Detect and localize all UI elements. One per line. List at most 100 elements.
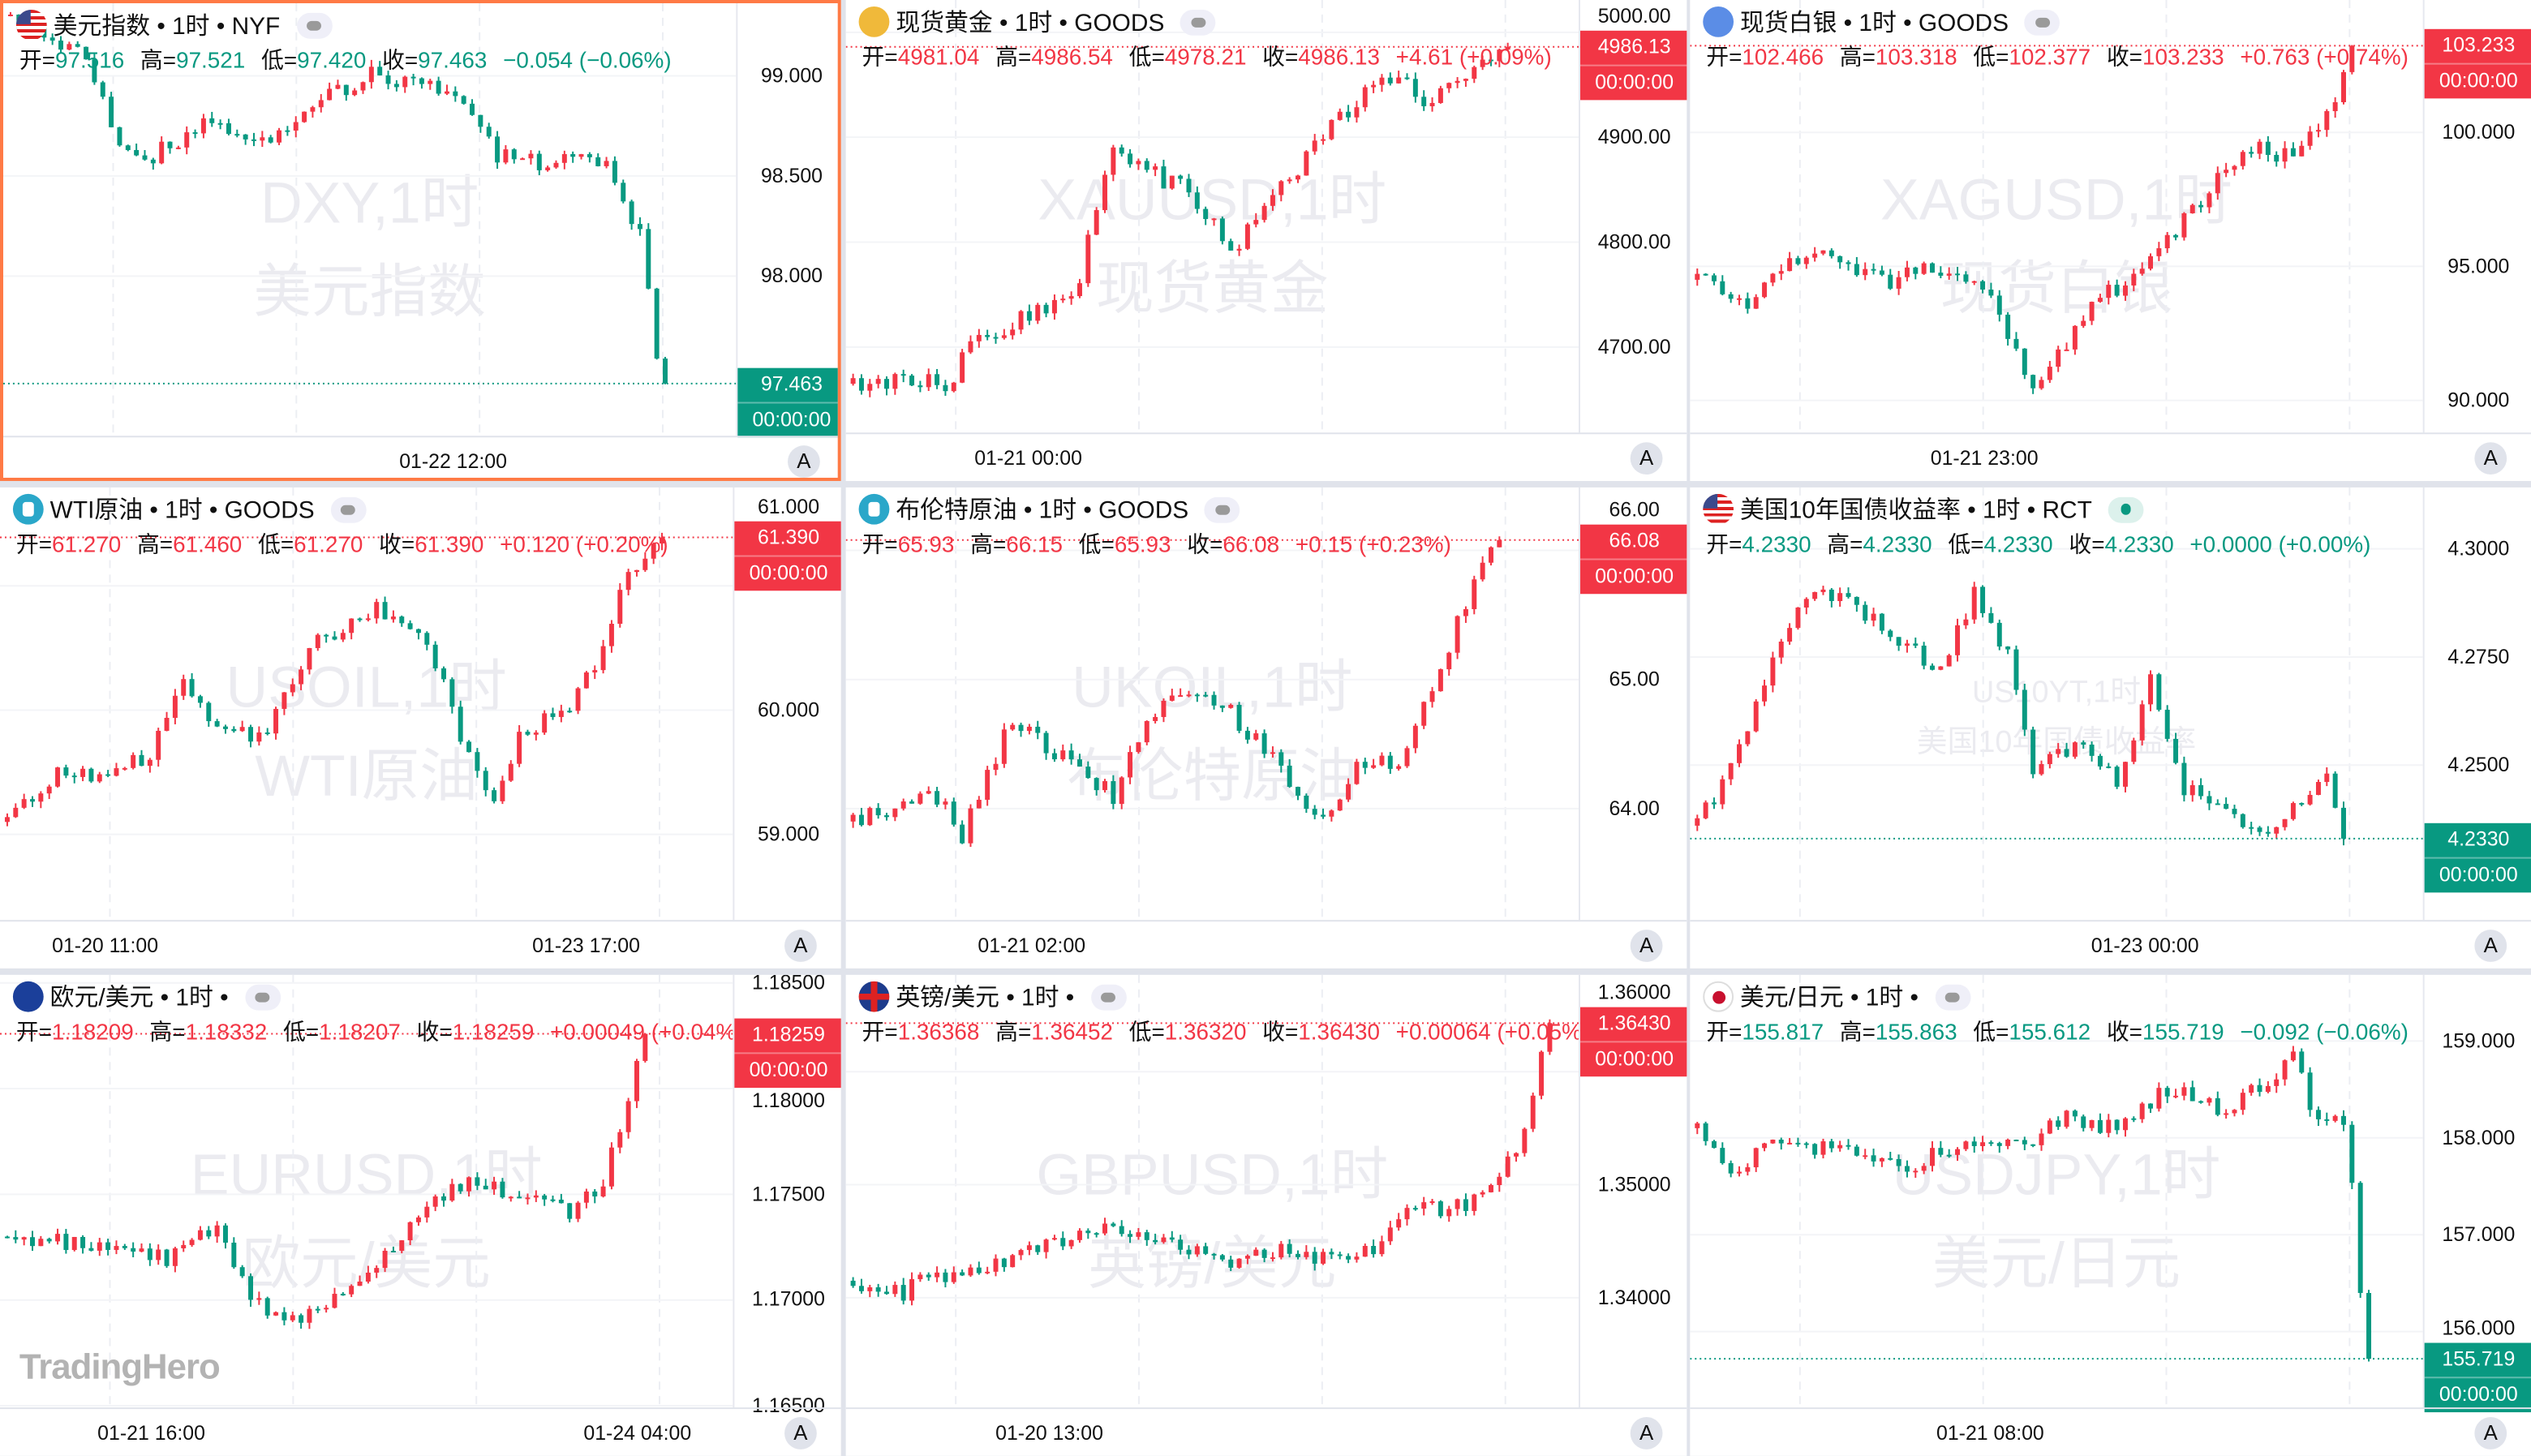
price-axis[interactable]: 155.719 00:00:00 159.000 158.000 157.000 15… (2422, 974, 2531, 1412)
auto-scale-button[interactable]: A (1630, 930, 1663, 962)
market-status-badge[interactable] (1205, 496, 1240, 522)
price-axis[interactable]: 4986.13 00:00:00 5000.00 4900.00 4800.00 47… (1579, 0, 1687, 433)
chart-panel[interactable]: DXY,1时 美元指数 美元指数 • 1时 • NYF 开=97.516 高=9… (0, 0, 841, 481)
chart-plot-area[interactable]: USDJPY,1时 美元/日元 美元/日元 • 1时 • 开=155.817 高… (1690, 974, 2423, 1408)
chart-panel[interactable]: GBPUSD,1时 英镑/美元 英镑/美元 • 1时 • 开=1.36368 高… (845, 974, 1687, 1456)
symbol-title[interactable]: WTI原油 • 1时 • GOODS (49, 496, 315, 525)
chart-plot-area[interactable]: UKOIL,1时 布伦特原油 布伦特原油 • 1时 • GOODS 开=65.9… (845, 487, 1579, 921)
candle-body (105, 774, 111, 776)
chart-plot-area[interactable]: XAGUSD,1时 现货白银 现货白银 • 1时 • GOODS 开=102.4… (1690, 0, 2423, 433)
price-axis[interactable]: 97.463 00:00:00 99.000 98.500 98.000 (736, 2, 838, 437)
candle (318, 93, 324, 113)
symbol-title[interactable]: 布伦特原油 • 1时 • GOODS (896, 496, 1189, 525)
candle (1203, 206, 1209, 225)
symbol-header[interactable]: 布伦特原油 • 1时 • GOODS (858, 492, 1240, 526)
market-status-badge[interactable] (1180, 8, 1217, 35)
symbol-header[interactable]: 美国10年国债收益率 • 1时 • RCT (1703, 492, 2144, 526)
auto-scale-button[interactable]: A (1630, 442, 1663, 475)
candle (2114, 1119, 2120, 1135)
price-axis[interactable]: 66.08 00:00:00 66.00 65.00 64.00 (1579, 487, 1687, 921)
price-axis[interactable]: 61.390 00:00:00 61.000 60.000 59.000 (733, 487, 841, 921)
market-status-badge[interactable] (2024, 8, 2060, 35)
chart-panel[interactable]: USOIL,1时 WTI原油 WTI原油 • 1时 • GOODS 开=61.2… (0, 487, 841, 969)
symbol-header[interactable]: 现货黄金 • 1时 • GOODS (858, 5, 1217, 39)
candle-body (1854, 596, 1859, 605)
market-status-badge[interactable] (2108, 496, 2144, 522)
time-axis[interactable]: A 01-21 02:00 (845, 920, 1687, 969)
symbol-title[interactable]: 美元指数 • 1时 • NYF (53, 12, 281, 41)
chart-panel[interactable]: US10YT,1时 美国10年国债收益率 美国10年国债收益率 • 1时 • R… (1690, 487, 2531, 969)
candle (167, 141, 173, 154)
auto-scale-button[interactable]: A (2474, 1417, 2507, 1450)
candle-body (2290, 148, 2296, 157)
symbol-header[interactable]: 欧元/美元 • 1时 • (12, 980, 281, 1014)
chart-panel[interactable]: USDJPY,1时 美元/日元 美元/日元 • 1时 • 开=155.817 高… (1690, 974, 2531, 1456)
symbol-title[interactable]: 现货黄金 • 1时 • GOODS (896, 9, 1165, 37)
candle-body (2106, 1119, 2112, 1133)
symbol-title[interactable]: 现货白银 • 1时 • GOODS (1740, 9, 2009, 37)
time-axis[interactable]: A 01-20 11:00 01-23 17:00 (0, 920, 841, 969)
chart-plot-area[interactable]: USOIL,1时 WTI原油 WTI原油 • 1时 • GOODS 开=61.2… (0, 487, 733, 921)
time-axis[interactable]: A 01-22 12:00 (2, 436, 838, 478)
time-axis[interactable]: A 01-20 13:00 (845, 1407, 1687, 1456)
candle (917, 1272, 923, 1282)
auto-scale-button[interactable]: A (2474, 442, 2507, 475)
candle-body (528, 153, 534, 159)
candle-body (1820, 589, 1826, 592)
candle (1488, 1183, 1493, 1193)
market-status-badge[interactable] (244, 983, 281, 1010)
chart-plot-area[interactable]: GBPUSD,1时 英镑/美元 英镑/美元 • 1时 • 开=1.36368 高… (845, 974, 1579, 1408)
auto-scale-button[interactable]: A (2474, 930, 2507, 962)
chart-panel[interactable]: XAUUSD,1时 现货黄金 现货黄金 • 1时 • GOODS 开=4981.… (845, 0, 1687, 481)
symbol-title[interactable]: 欧元/美元 • 1时 • (49, 984, 229, 1012)
candle-body (1211, 1253, 1217, 1256)
symbol-header[interactable]: 美元指数 • 1时 • NYF (15, 8, 332, 42)
symbol-header[interactable]: 现货白银 • 1时 • GOODS (1703, 5, 2060, 39)
candle (1102, 1218, 1108, 1235)
price-axis[interactable]: 1.18259 00:00:00 1.18500 1.18000 1.17500 1.… (733, 974, 841, 1417)
candle (1963, 613, 1969, 629)
candle (561, 150, 567, 170)
time-axis[interactable]: A 01-21 23:00 (1690, 432, 2531, 481)
chart-plot-area[interactable]: EURUSD,1时 欧元/美元 欧元/美元 • 1时 • 开=1.18209 高… (0, 974, 733, 1408)
symbol-header[interactable]: WTI原油 • 1时 • GOODS (12, 492, 367, 526)
chart-plot-area[interactable]: US10YT,1时 美国10年国债收益率 美国10年国债收益率 • 1时 • R… (1690, 487, 2423, 921)
candle-body (875, 1287, 881, 1292)
market-status-badge[interactable] (296, 11, 332, 38)
symbol-title[interactable]: 美国10年国债收益率 • 1时 • RCT (1740, 496, 2092, 525)
candle-body (1128, 1234, 1133, 1237)
candle-body (382, 1251, 388, 1269)
candle (458, 1183, 463, 1194)
market-status-badge[interactable] (1934, 983, 1970, 1010)
candle (2122, 281, 2128, 301)
chart-panel[interactable]: XAGUSD,1时 现货白银 现货白银 • 1时 • GOODS 开=102.4… (1690, 0, 2531, 481)
candle (2189, 204, 2195, 214)
candle (875, 1283, 881, 1297)
symbol-header[interactable]: 英镑/美元 • 1时 • (858, 980, 1126, 1014)
candle-body (181, 679, 187, 696)
market-status-badge[interactable] (1090, 983, 1126, 1010)
chart-panel[interactable]: EURUSD,1时 欧元/美元 欧元/美元 • 1时 • 开=1.18209 高… (0, 974, 841, 1456)
price-axis[interactable]: 103.233 00:00:00 100.000 95.000 90.000 (2422, 0, 2531, 433)
time-axis[interactable]: A 01-21 00:00 (845, 432, 1687, 481)
auto-scale-button[interactable]: A (784, 930, 817, 962)
chart-panel[interactable]: UKOIL,1时 布伦特原油 布伦特原油 • 1时 • GOODS 开=65.9… (845, 487, 1687, 969)
auto-scale-button[interactable]: A (788, 445, 820, 478)
symbol-header[interactable]: 美元/日元 • 1时 • (1703, 980, 1970, 1014)
candle-body (1837, 1145, 1843, 1149)
chart-plot-area[interactable]: DXY,1时 美元指数 美元指数 • 1时 • NYF 开=97.516 高=9… (2, 2, 737, 436)
auto-scale-button[interactable]: A (784, 1417, 817, 1450)
candle (909, 799, 915, 804)
candle (926, 1272, 931, 1281)
price-axis[interactable]: 4.2330 00:00:00 4.3000 4.2750 4.2500 (2422, 487, 2531, 921)
time-axis[interactable]: A 01-23 00:00 (1690, 920, 2531, 969)
symbol-title[interactable]: 美元/日元 • 1时 • (1740, 984, 1919, 1012)
chart-plot-area[interactable]: XAUUSD,1时 现货黄金 现货黄金 • 1时 • GOODS 开=4981.… (845, 0, 1579, 433)
auto-scale-button[interactable]: A (1630, 1417, 1663, 1450)
symbol-title[interactable]: 英镑/美元 • 1时 • (896, 984, 1075, 1012)
price-axis[interactable]: 1.36430 00:00:00 1.36000 1.35000 1.34000 (1579, 974, 1687, 1408)
candle-body (1455, 80, 1460, 84)
market-status-badge[interactable] (330, 496, 367, 522)
time-axis[interactable]: A 01-21 08:00 (1690, 1407, 2531, 1456)
time-axis[interactable]: A 01-21 16:00 01-24 04:00 (0, 1407, 841, 1456)
